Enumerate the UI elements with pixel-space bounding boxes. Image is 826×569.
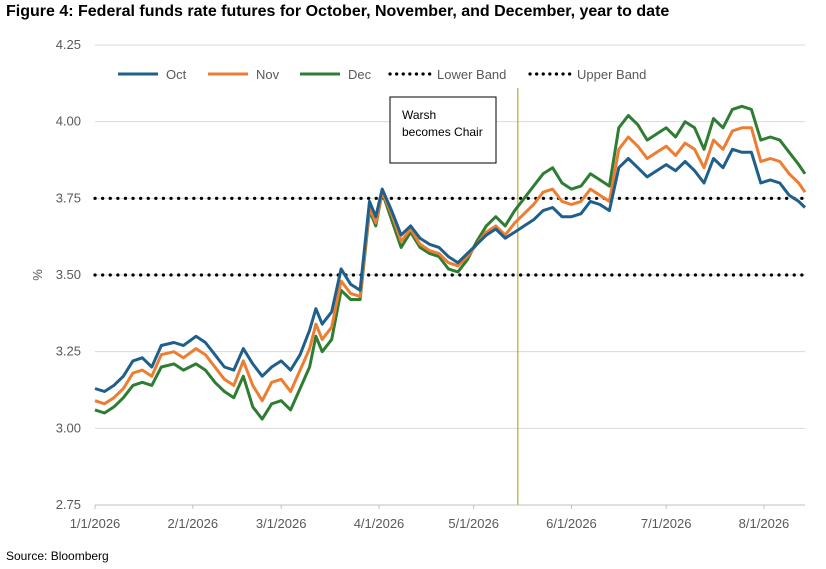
annotation-box — [389, 96, 497, 164]
legend-label: Lower Band — [437, 67, 506, 82]
x-tick-label: 2/1/2026 — [168, 516, 219, 531]
series-line-nov — [94, 126, 807, 406]
legend-label: Nov — [256, 67, 280, 82]
legend-label: Dec — [348, 67, 372, 82]
y-axis-label: % — [30, 269, 45, 281]
y-tick-label: 4.25 — [56, 37, 81, 52]
x-tick-label: 7/1/2026 — [641, 516, 692, 531]
source-note: Source: Bloomberg — [6, 549, 109, 563]
annotation: Warsh becomes Chair — [389, 96, 497, 164]
band-lines — [93, 196, 807, 277]
series-line-dec — [94, 104, 807, 421]
annotation-text: Warsh — [402, 108, 436, 122]
series-line-oct — [94, 147, 807, 393]
y-tick-label: 2.75 — [56, 497, 81, 512]
x-tick-label: 5/1/2026 — [448, 516, 499, 531]
x-tick-label: 8/1/2026 — [739, 516, 790, 531]
legend-label: Oct — [166, 67, 187, 82]
x-tick-label: 1/1/2026 — [70, 516, 121, 531]
series-lines — [94, 104, 807, 421]
y-tick-label: 3.25 — [56, 344, 81, 359]
legend-label: Upper Band — [577, 67, 646, 82]
annotation-text: becomes Chair — [402, 125, 483, 139]
chart-title: Figure 4: Federal funds rate futures for… — [6, 3, 670, 20]
x-tick-label: 6/1/2026 — [546, 516, 597, 531]
y-tick-label: 3.75 — [56, 190, 81, 205]
axes: 2.75 3.00 3.25 3.50 3.75 4.00 4.25 1/1/2026 2/1/… — [30, 37, 805, 531]
y-tick-label: 3.50 — [56, 267, 81, 282]
y-tick-label: 3.00 — [56, 420, 81, 435]
y-tick-label: 4.00 — [56, 114, 81, 129]
x-tick-label: 4/1/2026 — [354, 516, 405, 531]
legend: Oct Nov Dec Lower Band Upper Band — [118, 67, 646, 82]
x-tick-label: 3/1/2026 — [256, 516, 307, 531]
